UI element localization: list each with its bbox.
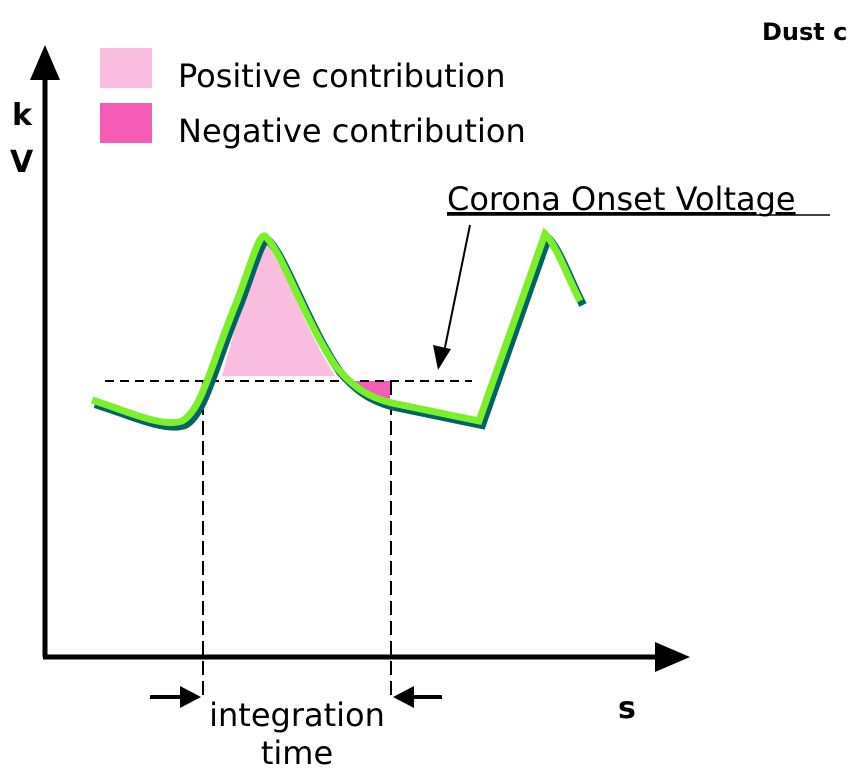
corona-pointer [441, 224, 471, 363]
voltage-curve [90, 227, 584, 427]
y-axis-arrow [30, 45, 60, 80]
x-label: s [618, 691, 636, 726]
y-label-v: V [10, 145, 34, 180]
legend-negative: Negative contribution [178, 112, 526, 150]
integration-label: integration [209, 696, 385, 734]
positive-area [222, 240, 335, 376]
x-axis-arrow [655, 642, 690, 672]
right-arrow-head [393, 686, 414, 708]
legend-swatch-positive [100, 48, 152, 88]
corona-label: Corona Onset Voltage [447, 180, 796, 218]
left-arrow-head [180, 686, 201, 708]
title: Dust c [762, 18, 847, 46]
time-label: time [261, 734, 333, 772]
legend-swatch-negative [100, 103, 152, 143]
corona-pointer-head [433, 345, 451, 370]
legend-positive: Positive contribution [178, 57, 505, 95]
y-label-k: k [12, 98, 33, 133]
